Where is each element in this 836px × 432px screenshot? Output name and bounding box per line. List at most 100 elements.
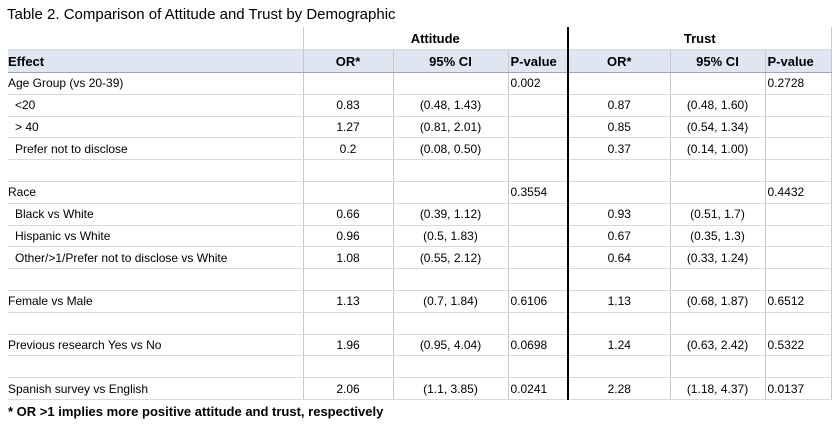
cell-attitude-ci (393, 355, 509, 379)
table-row: Prefer not to disclose 0.2 (0.08, 0.50) 0.3… (8, 137, 832, 161)
row-label: <20 (8, 94, 304, 117)
cell-trust-ci: (0.35, 1.3) (670, 225, 766, 248)
table-row: Black vs White 0.66 (0.39, 1.12) 0.93 (0.51,… (8, 203, 832, 226)
row-label: Previous research Yes vs No (8, 334, 304, 357)
cell-attitude-ci: (1.1, 3.85) (393, 377, 509, 400)
cell-trust-pvalue: 0.0137 (765, 377, 832, 400)
comparison-table: Attitude Trust Effect OR* 95% CI P-value… (8, 27, 832, 424)
cell-trust-pvalue (765, 159, 832, 182)
row-label: Hispanic vs White (8, 225, 304, 248)
cell-trust-or: 0.64 (568, 246, 671, 270)
cell-trust-ci: (0.48, 1.60) (670, 94, 766, 117)
cell-attitude-pvalue (508, 203, 569, 226)
cell-trust-pvalue (765, 246, 832, 270)
cell-attitude-pvalue (508, 355, 569, 379)
cell-attitude-pvalue (508, 268, 569, 291)
cell-trust-or: 0.85 (568, 116, 671, 139)
row-label (8, 159, 304, 182)
table-row: Race 0.3554 0.4432 (8, 181, 832, 204)
cell-trust-pvalue (765, 137, 832, 161)
cell-trust-ci (670, 312, 766, 335)
cell-attitude-ci: (0.55, 2.12) (393, 246, 509, 270)
column-header-effect: Effect (8, 49, 304, 73)
cell-attitude-or (303, 268, 394, 291)
cell-trust-ci: (0.68, 1.87) (670, 290, 766, 313)
cell-trust-ci (670, 72, 766, 95)
cell-attitude-pvalue (508, 159, 569, 182)
cell-trust-ci: (0.33, 1.24) (670, 246, 766, 270)
table-row: Hispanic vs White 0.96 (0.5, 1.83) 0.67 (0.3… (8, 225, 832, 248)
table-row: Female vs Male 1.13 (0.7, 1.84) 0.6106 1.13(… (8, 290, 832, 313)
cell-attitude-or: 0.66 (303, 203, 394, 226)
cell-attitude-or: 0.83 (303, 94, 394, 117)
row-label (8, 355, 304, 379)
cell-trust-ci (670, 268, 766, 291)
cell-attitude-ci (393, 72, 509, 95)
cell-attitude-pvalue (508, 137, 569, 161)
column-header-attitude-pvalue: P-value (508, 49, 569, 73)
cell-trust-or: 1.24 (568, 334, 671, 357)
row-label (8, 312, 304, 335)
group-header-trust: Trust (568, 27, 832, 50)
cell-attitude-pvalue (508, 312, 569, 335)
cell-trust-pvalue: 0.4432 (765, 181, 832, 204)
table-row (8, 159, 832, 182)
cell-trust-pvalue: 0.2728 (765, 72, 832, 95)
cell-attitude-ci: (0.7, 1.84) (393, 290, 509, 313)
cell-attitude-or (303, 181, 394, 204)
cell-trust-or: 0.93 (568, 203, 671, 226)
cell-trust-ci (670, 355, 766, 379)
cell-trust-pvalue (765, 225, 832, 248)
group-header-attitude: Attitude (303, 27, 569, 50)
column-header-trust-or: OR* (568, 49, 671, 73)
cell-trust-or (568, 159, 671, 182)
cell-trust-pvalue (765, 94, 832, 117)
column-header-trust-pvalue: P-value (765, 49, 832, 73)
cell-trust-or: 0.67 (568, 225, 671, 248)
table-row (8, 312, 832, 335)
cell-trust-ci: (0.54, 1.34) (670, 116, 766, 139)
cell-attitude-or: 1.96 (303, 334, 394, 357)
cell-trust-ci: (0.63, 2.42) (670, 334, 766, 357)
footnote-row: * OR >1 implies more positive attitude a… (8, 399, 831, 424)
cell-attitude-or: 1.27 (303, 116, 394, 139)
row-label: Spanish survey vs English (8, 377, 304, 400)
cell-attitude-ci (393, 268, 509, 291)
cell-trust-pvalue: 0.5322 (765, 334, 832, 357)
cell-attitude-ci: (0.5, 1.83) (393, 225, 509, 248)
cell-attitude-or: 1.13 (303, 290, 394, 313)
cell-attitude-or (303, 159, 394, 182)
cell-trust-pvalue (765, 268, 832, 291)
cell-attitude-pvalue: 0.002 (508, 72, 569, 95)
column-header-row: Effect OR* 95% CI P-value OR* 95% CI P-v… (8, 49, 832, 73)
cell-attitude-pvalue (508, 94, 569, 117)
table-row: Age Group (vs 20-39) 0.002 0.2728 (8, 72, 832, 95)
group-header-row: Attitude Trust (8, 27, 832, 50)
column-header-trust-ci: 95% CI (670, 49, 766, 73)
cell-attitude-pvalue: 0.3554 (508, 181, 569, 204)
cell-trust-ci: (0.51, 1.7) (670, 203, 766, 226)
row-label: Female vs Male (8, 290, 304, 313)
table-title: Table 2. Comparison of Attitude and Trus… (7, 6, 396, 23)
row-label: Prefer not to disclose (8, 137, 304, 161)
cell-trust-or (568, 181, 671, 204)
row-label: Other/>1/Prefer not to disclose vs White (8, 246, 304, 270)
cell-trust-or (568, 268, 671, 291)
cell-attitude-or (303, 355, 394, 379)
cell-attitude-ci: (0.39, 1.12) (393, 203, 509, 226)
column-header-attitude-or: OR* (303, 49, 394, 73)
column-header-attitude-ci: 95% CI (393, 49, 509, 73)
cell-trust-or (568, 312, 671, 335)
cell-attitude-pvalue: 0.0241 (508, 377, 569, 400)
table-row: > 40 1.27 (0.81, 2.01) 0.85 (0.54, 1.34) (8, 116, 832, 139)
table-row: Spanish survey vs English 2.06 (1.1, 3.85)… (8, 377, 832, 400)
cell-trust-or: 2.28 (568, 377, 671, 400)
cell-trust-pvalue: 0.6512 (765, 290, 832, 313)
cell-attitude-ci: (0.08, 0.50) (393, 137, 509, 161)
cell-attitude-or (303, 72, 394, 95)
cell-attitude-ci: (0.48, 1.43) (393, 94, 509, 117)
cell-attitude-or: 0.96 (303, 225, 394, 248)
cell-trust-ci (670, 159, 766, 182)
footnote: * OR >1 implies more positive attitude a… (8, 404, 384, 420)
